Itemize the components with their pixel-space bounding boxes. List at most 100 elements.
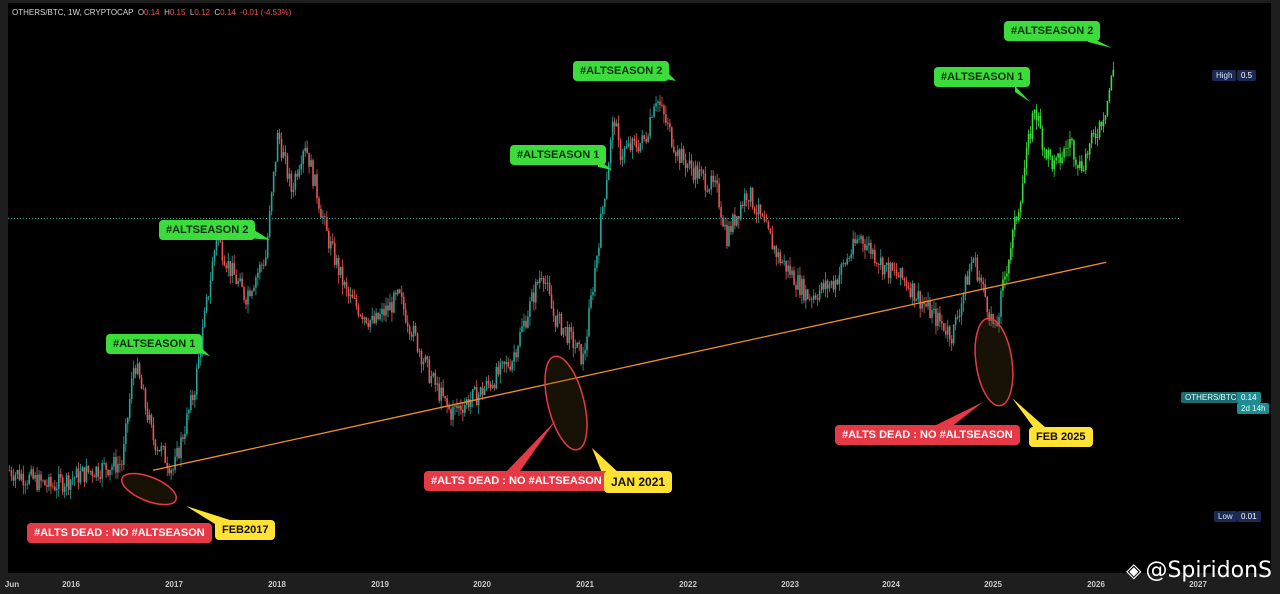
- candle-body: [617, 123, 620, 141]
- candle-body: [676, 149, 679, 157]
- candle-body: [704, 173, 707, 191]
- candle-body: [787, 265, 789, 272]
- candle-body: [631, 138, 634, 151]
- candle-body: [712, 175, 715, 183]
- candle-body: [672, 146, 675, 153]
- candle-body: [927, 300, 929, 307]
- candle-body: [162, 446, 165, 447]
- candle-body: [424, 356, 427, 362]
- candle-body: [797, 275, 799, 290]
- candle-body: [298, 169, 301, 177]
- candle-body: [52, 486, 54, 488]
- candle-body: [304, 147, 306, 152]
- candle-body: [872, 249, 874, 255]
- candle-body: [97, 466, 100, 477]
- candle-body: [1037, 115, 1040, 121]
- candle-body: [193, 394, 196, 401]
- callout-alts-dead-2016: #ALTS DEAD : NO #ALTSEASON: [27, 523, 212, 543]
- candle-body: [761, 214, 764, 217]
- candle-body: [560, 313, 563, 335]
- candle-body: [280, 139, 283, 158]
- candle-body: [73, 477, 76, 479]
- candle-body: [134, 368, 137, 374]
- candle-body: [724, 224, 726, 227]
- candle-body: [1033, 109, 1036, 114]
- candle-body: [952, 324, 955, 344]
- current-tag-value: 0.14: [1237, 392, 1261, 403]
- candle-body: [483, 388, 486, 395]
- candle-body: [276, 132, 279, 162]
- candle-body: [40, 474, 42, 481]
- candle-body: [186, 413, 188, 434]
- low-tag-value: 0.01: [1237, 511, 1261, 522]
- candle-body: [919, 291, 921, 309]
- callout-altseason1-2025: #ALTSEASON 1: [934, 67, 1031, 87]
- candle-body: [339, 266, 342, 275]
- pointer-alt1-2025: [1015, 86, 1030, 102]
- candle-body: [816, 298, 819, 300]
- candle-body: [117, 464, 119, 473]
- candle-body: [452, 406, 454, 420]
- candle-body: [556, 314, 559, 327]
- close-value: 0.14: [220, 8, 236, 17]
- candle-body: [109, 469, 111, 476]
- candle-body: [235, 274, 237, 284]
- candle-body: [223, 260, 226, 266]
- candle-body: [103, 462, 105, 464]
- candle-body: [921, 301, 923, 309]
- candle-body: [996, 323, 998, 327]
- candle-body: [489, 383, 492, 388]
- candle-body: [657, 101, 659, 104]
- candle-body: [538, 278, 541, 284]
- candle-body: [739, 204, 742, 220]
- candle-body: [615, 123, 618, 127]
- candle-body: [706, 190, 709, 192]
- candle-body: [1061, 157, 1063, 163]
- candle-body: [659, 101, 661, 106]
- candle-body: [363, 317, 366, 320]
- candle-body: [688, 160, 691, 165]
- candle-body: [322, 216, 324, 218]
- watermark: ◈ @SpiridonS: [1126, 558, 1272, 583]
- candle-body: [826, 280, 829, 289]
- candle-body: [1065, 147, 1067, 149]
- candle-body: [692, 168, 695, 180]
- candle-body: [905, 280, 908, 287]
- candle-body: [891, 263, 894, 270]
- candle-body: [743, 193, 746, 206]
- candle-body: [1000, 290, 1002, 317]
- candle-body: [710, 175, 713, 190]
- candle-body: [440, 387, 442, 401]
- candle-body: [946, 326, 949, 335]
- candle-body: [288, 173, 291, 179]
- candle-body: [312, 160, 314, 186]
- candle-body: [548, 282, 551, 294]
- candle-body: [128, 399, 131, 418]
- candle-body: [785, 260, 787, 272]
- candle-body: [18, 470, 21, 480]
- candle-body: [130, 378, 133, 400]
- callout-altseason2-2026: #ALTSEASON 2: [1004, 21, 1101, 41]
- pointer-jan2021: [592, 448, 620, 478]
- candle-body: [1019, 202, 1022, 213]
- candle-body: [862, 236, 864, 244]
- candle-body: [738, 216, 740, 220]
- candle-body: [876, 263, 878, 264]
- candle-body: [87, 465, 90, 472]
- candle-body: [221, 242, 224, 261]
- high-value: 0.15: [169, 8, 186, 17]
- candle-body: [105, 462, 107, 470]
- candle-body: [1025, 147, 1028, 168]
- candle-body: [1084, 153, 1087, 171]
- candle-body: [1053, 160, 1056, 170]
- candle-body: [170, 469, 172, 474]
- candle-body: [651, 116, 653, 118]
- candle-body: [1073, 140, 1075, 160]
- candle-body: [505, 361, 508, 365]
- candle-body: [26, 483, 29, 485]
- xtick-2016: 2016: [62, 580, 80, 589]
- candle-body: [75, 468, 78, 478]
- candle-body: [446, 398, 448, 406]
